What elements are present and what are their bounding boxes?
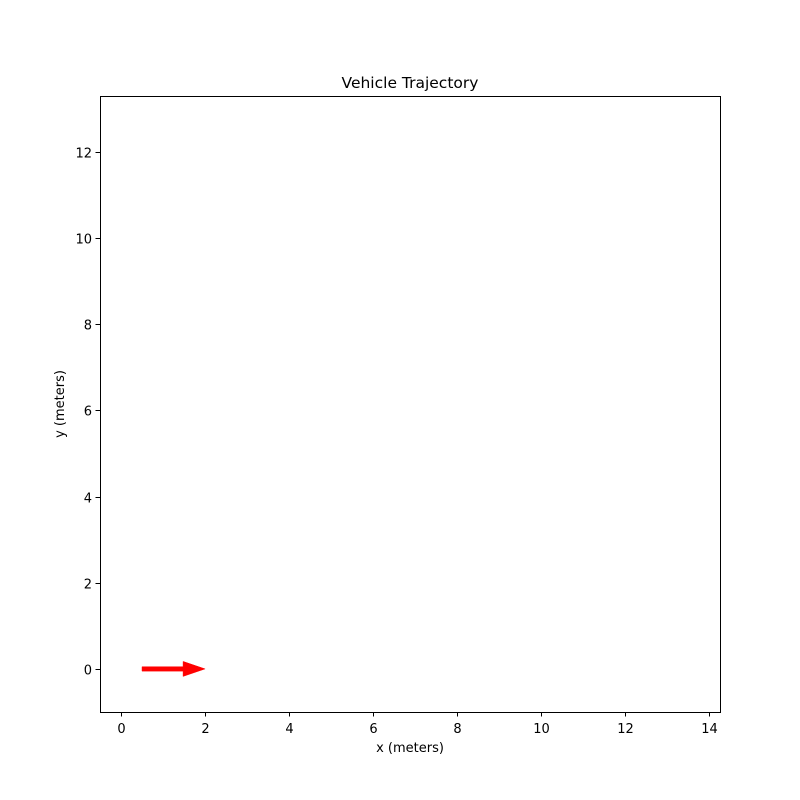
y-tick-label: 2 [84,578,92,593]
y-tick-label: 4 [84,492,92,507]
x-tick-label: 2 [201,722,209,737]
y-tick-label: 6 [84,405,92,420]
x-tick-label: 12 [617,722,634,737]
x-tick-label: 8 [453,722,461,737]
x-tick-label: 0 [117,722,125,737]
y-axis-ticks: 0 2 4 6 8 10 12 [75,147,101,679]
chart-title: Vehicle Trajectory [342,74,479,92]
x-axis-ticks: 0 2 4 6 8 10 12 14 [117,712,718,737]
y-tick-label: 12 [75,147,92,162]
trajectory-arrows [141,661,206,677]
x-tick-label: 6 [369,722,377,737]
y-tick-label: 0 [84,664,92,679]
plot-area [100,96,721,713]
x-tick-label: 4 [285,722,293,737]
y-tick-label: 10 [75,233,92,248]
y-tick-label: 8 [84,319,92,334]
x-axis-label: x (meters) [376,741,444,756]
y-axis-label: y (meters) [53,370,68,438]
x-tick-label: 10 [533,722,550,737]
vehicle-heading-arrow [141,661,206,677]
x-tick-label: 14 [701,722,718,737]
